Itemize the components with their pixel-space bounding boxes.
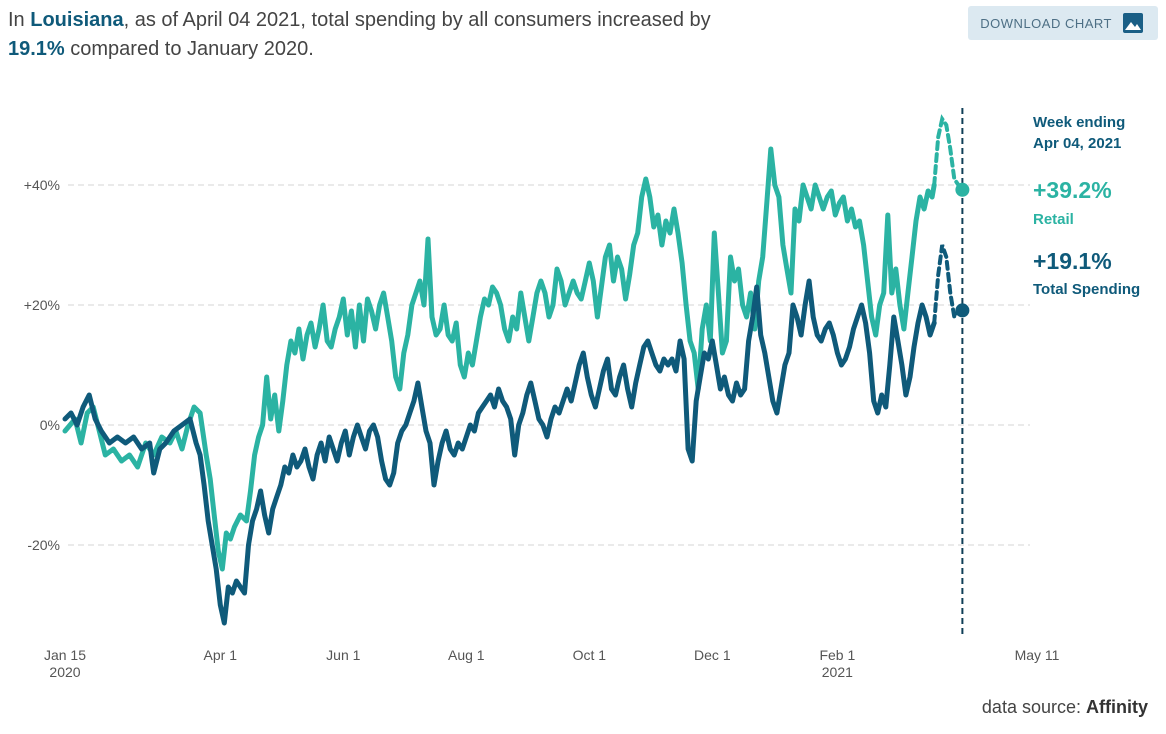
x-tick-label: Apr 1 <box>204 647 238 663</box>
data-source-label: data source: <box>981 697 1081 717</box>
download-chart-button[interactable]: DOWNLOAD CHART <box>968 6 1158 40</box>
total-spending-endpoint <box>955 303 970 318</box>
y-tick-label: 0% <box>40 417 60 433</box>
headline-middle: , as of April 04 2021, total spending by… <box>123 9 711 31</box>
retail-projection-line <box>932 114 965 192</box>
y-tick-label: +40% <box>24 177 60 193</box>
annotation-date: Apr 04, 2021 <box>1033 135 1121 152</box>
x-tick-label: Aug 1 <box>448 647 485 663</box>
x-tick-label: Jun 1 <box>326 647 360 663</box>
headline-prefix: In <box>8 9 31 31</box>
y-tick-label: +20% <box>24 297 60 313</box>
headline-suffix: compared to January 2020. <box>64 38 314 60</box>
x-tick-sublabel: 2021 <box>822 664 853 680</box>
x-tick-label: Jan 15 <box>44 647 86 663</box>
retail-line <box>62 146 937 572</box>
image-icon <box>1123 13 1143 33</box>
retail-endpoint <box>955 182 970 197</box>
total-spending-line <box>62 278 937 626</box>
x-tick-label: Dec 1 <box>694 647 731 663</box>
total-spending-value-label: +19.1% <box>1033 248 1112 274</box>
y-tick-label: -20% <box>27 537 60 553</box>
x-tick-label: May 11 <box>1015 647 1060 663</box>
headline-state: Louisiana <box>30 9 124 31</box>
x-tick-label: Feb 1 <box>819 647 855 663</box>
x-tick-label: Oct 1 <box>573 647 607 663</box>
total-spending-name-label: Total Spending <box>1033 281 1140 298</box>
retail-name-label: Retail <box>1033 211 1074 228</box>
download-chart-label: DOWNLOAD CHART <box>980 15 1112 31</box>
x-tick-sublabel: 2020 <box>49 664 80 680</box>
retail-value-label: +39.2% <box>1033 177 1112 203</box>
headline-value: 19.1% <box>8 38 65 60</box>
data-source: data source: Affinity <box>982 697 1148 718</box>
data-source-name: Affinity <box>1086 697 1148 717</box>
headline: In Louisiana, as of April 04 2021, total… <box>8 6 908 64</box>
annotation-week-label: Week ending <box>1033 114 1125 131</box>
